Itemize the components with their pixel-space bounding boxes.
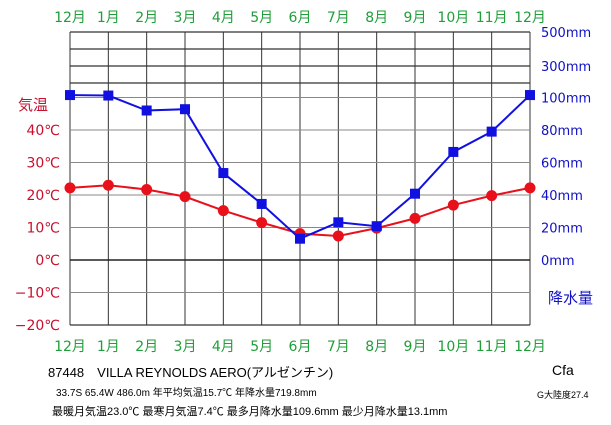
month-label-bottom: 5月 (250, 339, 273, 355)
month-label-top: 11月 (476, 10, 508, 26)
precipitation-tick: 500mm (541, 26, 591, 41)
month-label-bottom: 12月 (514, 339, 546, 355)
month-label-bottom: 10月 (437, 339, 469, 355)
temperature-tick: 20℃ (26, 188, 60, 204)
temperature-tick: 40℃ (26, 123, 60, 139)
precipitation-point (486, 126, 497, 137)
temperature-point (256, 217, 268, 229)
month-label-top: 8月 (365, 10, 388, 26)
temperature-point (64, 182, 76, 194)
station-name: 87448 VILLA REYNOLDS AERO(アルゼンチン) (48, 365, 334, 380)
month-labels-bottom: 12月 1月 2月 3月 4月 5月 6月 7月 8月 9月 10月 11月 12月 (54, 339, 546, 355)
month-label-top: 12月 (514, 10, 546, 26)
precipitation-tick: 60mm (541, 157, 583, 172)
precipitation-tick: 300mm (541, 60, 591, 75)
precipitation-point (256, 198, 267, 209)
precipitation-tick: 80mm (541, 124, 583, 139)
station-stats-line1: 33.7S 65.4W 486.0m 年平均気温15.7℃ 年降水量719.8m… (56, 388, 317, 399)
month-label-bottom: 4月 (212, 339, 235, 355)
month-label-bottom: 1月 (97, 339, 120, 355)
month-label-top: 3月 (174, 10, 197, 26)
precipitation-point (103, 90, 114, 101)
month-label-top: 1月 (97, 10, 120, 26)
month-label-bottom: 9月 (404, 339, 427, 355)
temperature-axis-label: 気温 (18, 96, 48, 114)
temperature-point (179, 191, 191, 203)
precipitation-point (371, 221, 382, 232)
precipitation-axis: 500mm 300mm 100mm 80mm 60mm 40mm 20mm 0mm (541, 26, 591, 269)
temperature-tick: 0℃ (35, 253, 60, 269)
precipitation-point (65, 90, 75, 101)
temperature-point (447, 199, 459, 211)
precipitation-tick: 20mm (541, 222, 583, 237)
temperature-axis: 40℃ 30℃ 20℃ 10℃ 0℃ −10℃ −20℃ (15, 123, 60, 334)
precipitation-point (180, 104, 190, 115)
temperature-point (486, 190, 498, 202)
temperature-point (141, 183, 153, 195)
precipitation-axis-label: 降水量 (548, 289, 593, 307)
precipitation-point (525, 90, 535, 101)
precipitation-point (141, 105, 152, 116)
continentality-index: G大陸度27.4 (537, 390, 589, 400)
month-label-bottom: 7月 (327, 339, 350, 355)
series-layer (64, 90, 536, 244)
precipitation-point (218, 168, 229, 179)
grid (69, 31, 531, 326)
station-stats-line2: 最暖月気温23.0℃ 最寒月気温7.4℃ 最多月降水量109.6mm 最少月降水… (52, 406, 448, 418)
month-label-bottom: 6月 (289, 339, 312, 355)
month-label-top: 9月 (404, 10, 427, 26)
precipitation-tick: 100mm (541, 92, 591, 107)
month-label-top: 12月 (54, 10, 86, 26)
month-label-bottom: 8月 (365, 339, 388, 355)
month-label-top: 10月 (437, 10, 469, 26)
temperature-point (217, 205, 229, 217)
temperature-point (409, 212, 421, 224)
month-label-bottom: 11月 (476, 339, 508, 355)
precipitation-tick: 0mm (541, 254, 575, 269)
month-label-bottom: 2月 (135, 339, 158, 355)
temperature-tick: −20℃ (15, 318, 60, 334)
temperature-tick: 10℃ (26, 221, 60, 237)
month-label-top: 6月 (289, 10, 312, 26)
month-labels-top: 12月 1月 2月 3月 4月 5月 6月 7月 8月 9月 10月 11月 12月 (54, 10, 546, 26)
precipitation-point (295, 233, 305, 244)
month-label-top: 4月 (212, 10, 235, 26)
temperature-tick: 30℃ (26, 156, 60, 172)
precipitation-point (410, 188, 420, 199)
temperature-point (524, 182, 536, 194)
month-label-top: 5月 (250, 10, 273, 26)
temperature-point (332, 230, 344, 242)
month-label-bottom: 3月 (174, 339, 197, 355)
temperature-tick: −10℃ (15, 286, 60, 302)
temperature-point (102, 179, 114, 191)
precipitation-point (448, 146, 459, 157)
precipitation-point (333, 217, 344, 228)
month-label-top: 2月 (135, 10, 158, 26)
month-label-bottom: 12月 (54, 339, 86, 355)
climate-classification: Cfa (552, 362, 574, 378)
month-label-top: 7月 (327, 10, 350, 26)
precipitation-tick: 40mm (541, 189, 583, 204)
